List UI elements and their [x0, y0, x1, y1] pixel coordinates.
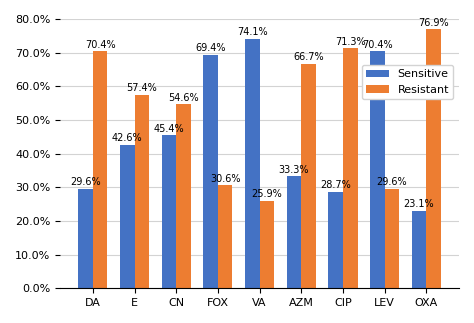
Legend: Sensitive, Resistant: Sensitive, Resistant — [362, 65, 454, 99]
Text: 71.3%: 71.3% — [335, 36, 365, 47]
Text: 66.7%: 66.7% — [293, 52, 324, 62]
Text: 57.4%: 57.4% — [127, 83, 157, 93]
Text: 23.1%: 23.1% — [404, 199, 434, 209]
Bar — [162, 135, 176, 288]
Bar — [287, 176, 301, 288]
Text: 54.6%: 54.6% — [168, 93, 199, 103]
Bar — [120, 145, 135, 288]
Text: 45.4%: 45.4% — [154, 124, 184, 134]
Bar — [370, 51, 384, 288]
Bar — [426, 29, 441, 288]
Bar — [245, 39, 260, 288]
Text: 30.6%: 30.6% — [210, 173, 240, 183]
Text: 70.4%: 70.4% — [85, 40, 116, 50]
Text: 25.9%: 25.9% — [252, 189, 282, 199]
Bar — [176, 105, 191, 288]
Text: 33.3%: 33.3% — [279, 164, 309, 174]
Bar — [135, 95, 149, 288]
Bar — [203, 55, 218, 288]
Bar — [301, 64, 316, 288]
Text: 29.6%: 29.6% — [70, 177, 101, 187]
Bar — [412, 211, 426, 288]
Text: 76.9%: 76.9% — [418, 18, 449, 28]
Text: 28.7%: 28.7% — [320, 180, 351, 190]
Text: 42.6%: 42.6% — [112, 133, 143, 143]
Text: 69.4%: 69.4% — [195, 43, 226, 53]
Bar — [328, 192, 343, 288]
Text: 74.1%: 74.1% — [237, 27, 267, 37]
Bar — [260, 201, 274, 288]
Text: 70.4%: 70.4% — [362, 40, 392, 50]
Bar — [93, 51, 108, 288]
Bar — [218, 185, 232, 288]
Bar — [384, 189, 399, 288]
Bar — [343, 48, 357, 288]
Text: 29.6%: 29.6% — [376, 177, 407, 187]
Bar — [78, 189, 93, 288]
